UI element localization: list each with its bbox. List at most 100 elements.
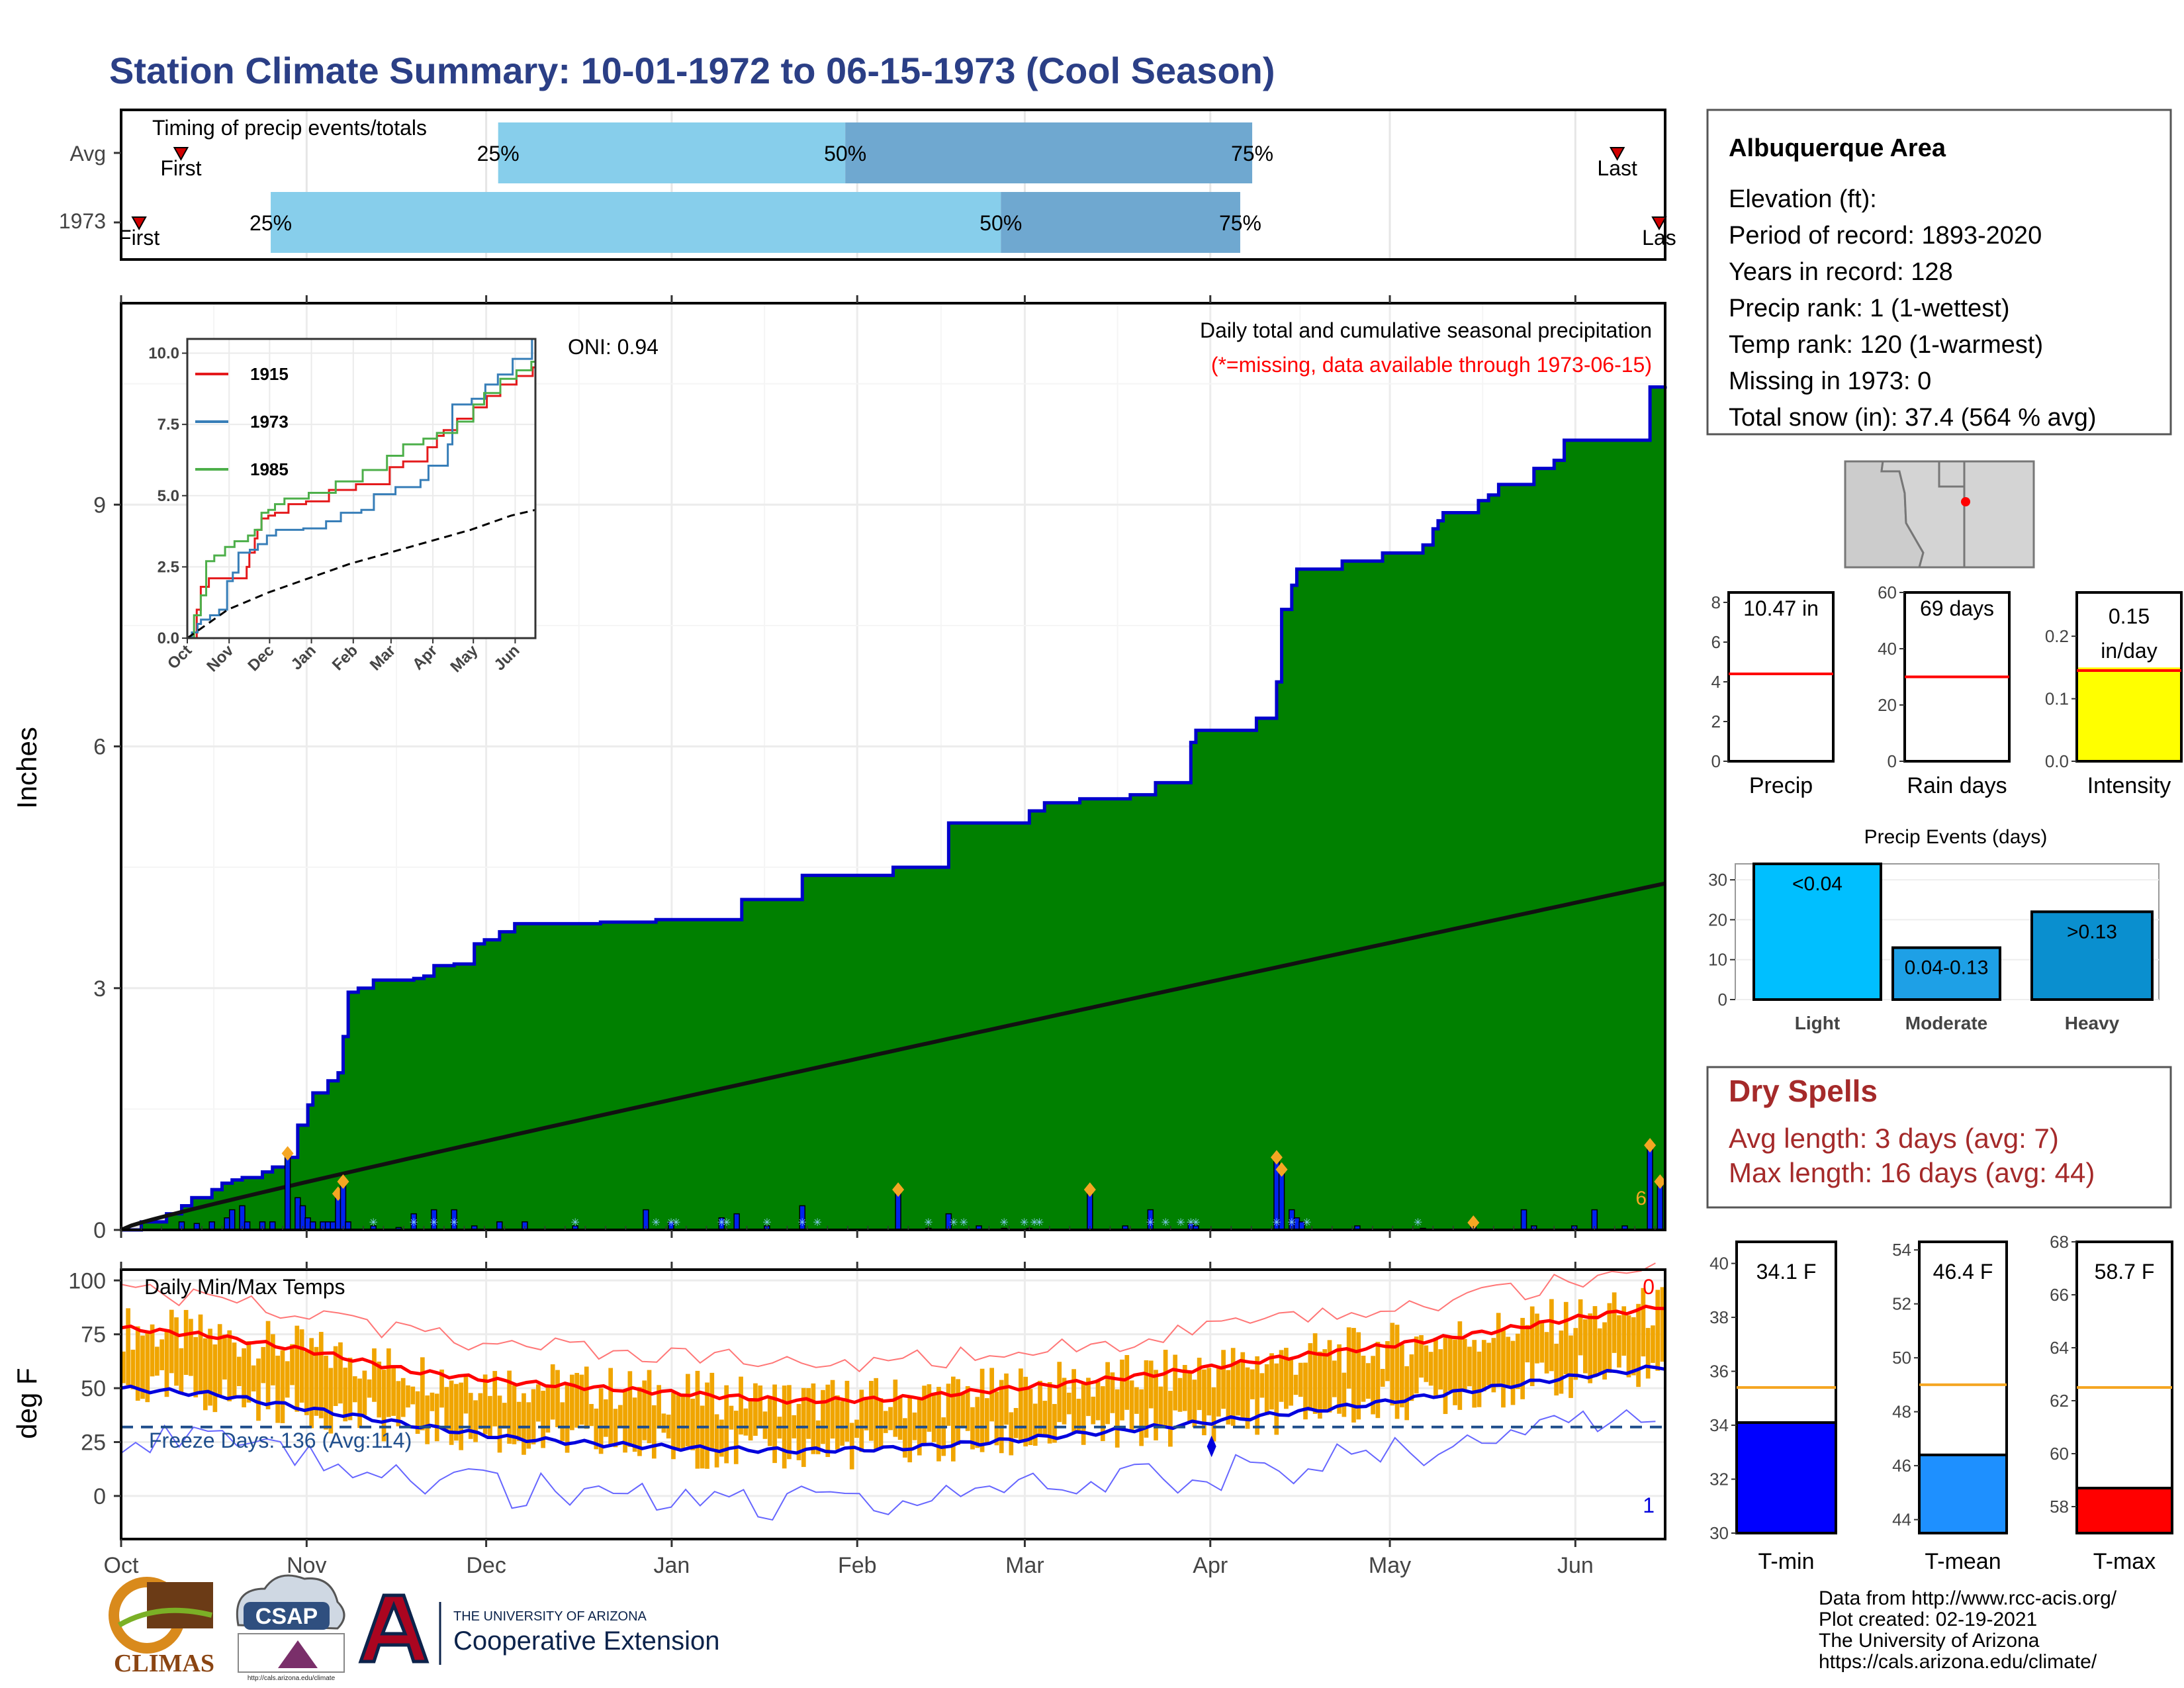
daily-precip-bar	[304, 1217, 311, 1231]
daily-temp-range-bar	[748, 1401, 753, 1441]
daily-temp-range-bar	[1144, 1360, 1149, 1438]
daily-temp-range-bar	[1390, 1323, 1395, 1406]
temp-frame	[120, 1268, 1666, 1540]
daily-temp-range-bar	[617, 1405, 623, 1427]
corner-counter: 6	[1635, 1188, 1647, 1209]
daily-temp-range-bar	[400, 1378, 406, 1417]
daily-temp-range-bar	[1477, 1351, 1482, 1407]
events-bar	[1891, 946, 2001, 1002]
daily-temp-range-bar	[280, 1350, 285, 1423]
daily-temp-range-bar	[126, 1308, 130, 1385]
daily-temp-range-bar	[1216, 1366, 1221, 1417]
csap-url: http://cals.arizona.edu/climate	[248, 1675, 336, 1682]
daily-temp-range-bar	[1380, 1368, 1385, 1387]
mini-precip-frame	[2075, 591, 2183, 763]
inset-line-1915	[187, 364, 537, 639]
daily-temp-range-bar	[1023, 1376, 1028, 1447]
daily-temp-range-bar	[1221, 1350, 1226, 1409]
daily-temp-range-bar	[1520, 1317, 1525, 1399]
daily-temp-range-bar	[1385, 1341, 1390, 1382]
mini-temp-bar	[1737, 1422, 1836, 1533]
daily-temp-range-bar	[970, 1407, 975, 1450]
mini-temp-value: 34.1 F	[1756, 1260, 1817, 1284]
timing-pct-label: 50%	[979, 211, 1022, 235]
daily-temp-range-bar	[1428, 1352, 1433, 1386]
mini-precip-panels: 10.47 in Precip 0 2 4 6 8 69 days Rain days 0 20 40…	[1711, 583, 2183, 798]
daily-temp-range-bar	[468, 1393, 473, 1439]
inset-ytick-label: 10.0	[148, 345, 179, 363]
mini-temp-ytick-label: 32	[1709, 1470, 1729, 1489]
daily-temp-range-bar	[922, 1385, 927, 1444]
inset-average-line	[187, 508, 536, 639]
mini-precip-ytick-label: 8	[1711, 592, 1721, 612]
inset-line-1985	[187, 360, 535, 639]
daily-temp-range-bar	[497, 1395, 502, 1453]
daily-temp-range-bar	[1501, 1328, 1506, 1408]
daily-temp-range-bar	[507, 1370, 512, 1444]
daily-precip-bar	[1520, 1209, 1527, 1231]
month-label: May	[1369, 1553, 1411, 1578]
mini-temp-frame	[1918, 1241, 2008, 1534]
daily-temp-range-bar	[1134, 1387, 1139, 1414]
daily-temp-range-bar	[1028, 1389, 1033, 1446]
daily-temp-range-bar	[651, 1405, 657, 1459]
daily-temp-range-bar	[357, 1378, 362, 1429]
mini-precip-ytick-label: 40	[1878, 639, 1897, 659]
daily-temp-range-bar	[512, 1385, 517, 1444]
daily-temp-range-bar	[189, 1319, 193, 1376]
month-label: Feb	[838, 1553, 877, 1578]
daily-precip-bar	[1647, 1145, 1653, 1231]
daily-temp-range-bar	[159, 1339, 165, 1370]
info-line: Period of record: 1893-2020	[1729, 222, 2042, 250]
events-ytick-label: 20	[1708, 910, 1727, 929]
mini-temp-bar	[1919, 1454, 2007, 1533]
daily-temp-range-bar	[1342, 1372, 1347, 1417]
daily-temp-range-bar	[1346, 1327, 1351, 1389]
daily-temp-range-bar	[1472, 1340, 1477, 1408]
daily-temp-range-bar	[1583, 1319, 1588, 1374]
daily-temp-range-bar	[1539, 1321, 1545, 1363]
daily-temp-range-bar	[878, 1398, 884, 1450]
month-label: Apr	[1193, 1553, 1228, 1578]
daily-temp-range-bar	[1182, 1365, 1187, 1411]
inset-ytick-label: 0.0	[158, 630, 179, 647]
snow-marker: ✳	[651, 1217, 660, 1229]
snow-marker: ✳	[798, 1217, 807, 1229]
daily-temp-range-bar	[1375, 1341, 1381, 1419]
snow-marker: ✳	[409, 1217, 418, 1229]
daily-temp-range-bar	[579, 1374, 584, 1425]
timing-panel: Timing of precip events/totals Avg 1973 …	[59, 109, 1676, 261]
mini-precip-value: 10.47 in	[1743, 596, 1819, 620]
daily-temp-range-bar	[1211, 1387, 1216, 1442]
daily-temp-range-bar	[570, 1374, 574, 1430]
daily-temp-range-bar	[739, 1376, 743, 1435]
daily-temp-range-bar	[381, 1370, 387, 1442]
temp-panel: Daily Min/Max Temps Freeze Days: 136 (Av…	[11, 1262, 1666, 1578]
precip-ytick-label: 3	[93, 976, 106, 1002]
daily-temp-range-bar	[1173, 1354, 1178, 1411]
snow-marker: ✳	[570, 1217, 579, 1229]
daily-temp-range-bar	[1404, 1366, 1409, 1421]
daily-temp-range-bar	[1327, 1340, 1332, 1413]
daily-temp-range-bar	[121, 1351, 126, 1383]
daily-temp-range-bar	[430, 1392, 435, 1411]
daily-temp-range-bar	[897, 1396, 903, 1440]
daily-temp-range-bar	[391, 1368, 396, 1416]
daily-temp-range-bar	[1226, 1370, 1231, 1425]
daily-temp-range-bar	[1626, 1315, 1631, 1378]
daily-temp-range-bar	[1525, 1325, 1530, 1363]
snow-marker: ✳	[924, 1217, 933, 1229]
oni-label: ONI: 0.94	[568, 335, 659, 359]
daily-temp-range-bar	[661, 1413, 666, 1433]
daily-precip-bar	[295, 1197, 301, 1231]
mini-precip-ytick-label: 0.1	[2045, 689, 2069, 709]
daily-temp-range-bar	[242, 1348, 246, 1408]
daily-temp-range-bar	[1645, 1328, 1651, 1379]
daily-temp-range-bar	[608, 1368, 614, 1446]
snow-marker: ✳	[1020, 1217, 1028, 1229]
dry-avg: Avg length: 3 days (avg: 7)	[1729, 1123, 2059, 1154]
daily-temp-range-bar	[203, 1338, 208, 1411]
snow-marker: ✳	[717, 1217, 726, 1229]
daily-temp-range-bar	[1197, 1358, 1202, 1411]
mini-intensity-bar	[2077, 667, 2181, 761]
